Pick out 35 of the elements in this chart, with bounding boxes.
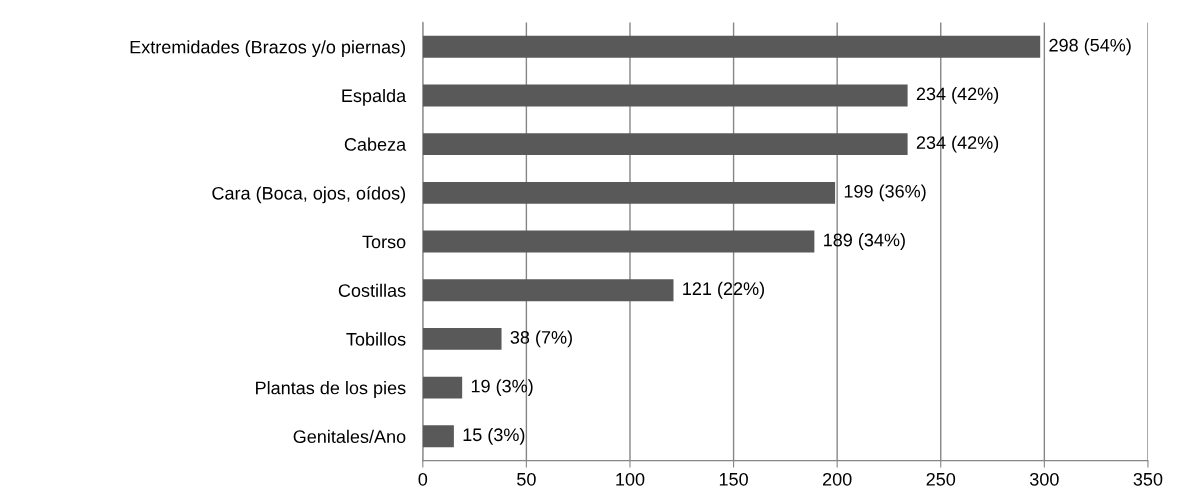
bar (422, 279, 674, 302)
x-tick-label: 200 (823, 472, 852, 486)
x-tick-label: 100 (616, 472, 645, 486)
bar (422, 35, 1041, 58)
x-tick-label: 300 (1029, 472, 1059, 486)
y-tick-label: Tobillos (346, 332, 406, 346)
y-tick-label: Extremidades (Brazos y/o piernas) (130, 40, 406, 58)
bar (422, 84, 908, 107)
bar (422, 376, 463, 399)
y-tick-label: Costillas (338, 283, 406, 297)
data-label: 234 (42%) (916, 87, 999, 104)
x-tick-label: 350 (1133, 472, 1163, 486)
data-label: 19 (3%) (471, 379, 533, 397)
x-tick-label: 50 (517, 472, 536, 486)
y-tick-label: Cabeza (344, 137, 407, 151)
data-label: 38 (7%) (510, 330, 572, 348)
data-label: 121 (22%) (683, 281, 764, 299)
x-tick-label: 150 (719, 472, 748, 486)
y-tick-label: Torso (362, 235, 406, 249)
data-label: 298 (54%) (1049, 38, 1131, 56)
bar (422, 327, 502, 350)
bar (422, 230, 815, 253)
data-label: 199 (36%) (844, 184, 926, 202)
y-tick-label: Cara (Boca, ojos, oídos) (212, 186, 406, 204)
bar (422, 425, 454, 448)
data-label: 15 (3%) (463, 427, 525, 445)
data-label: 189 (34%) (824, 233, 905, 250)
x-tick-label: 0 (418, 472, 428, 486)
x-tick-label: 250 (926, 472, 956, 486)
bar (422, 181, 836, 204)
bar (422, 133, 908, 156)
data-label: 234 (42%) (916, 135, 999, 153)
y-tick-label: Espalda (342, 88, 407, 106)
y-tick-label: Plantas de los pies (256, 381, 406, 398)
y-tick-label: Genitales/Ano (293, 429, 406, 444)
